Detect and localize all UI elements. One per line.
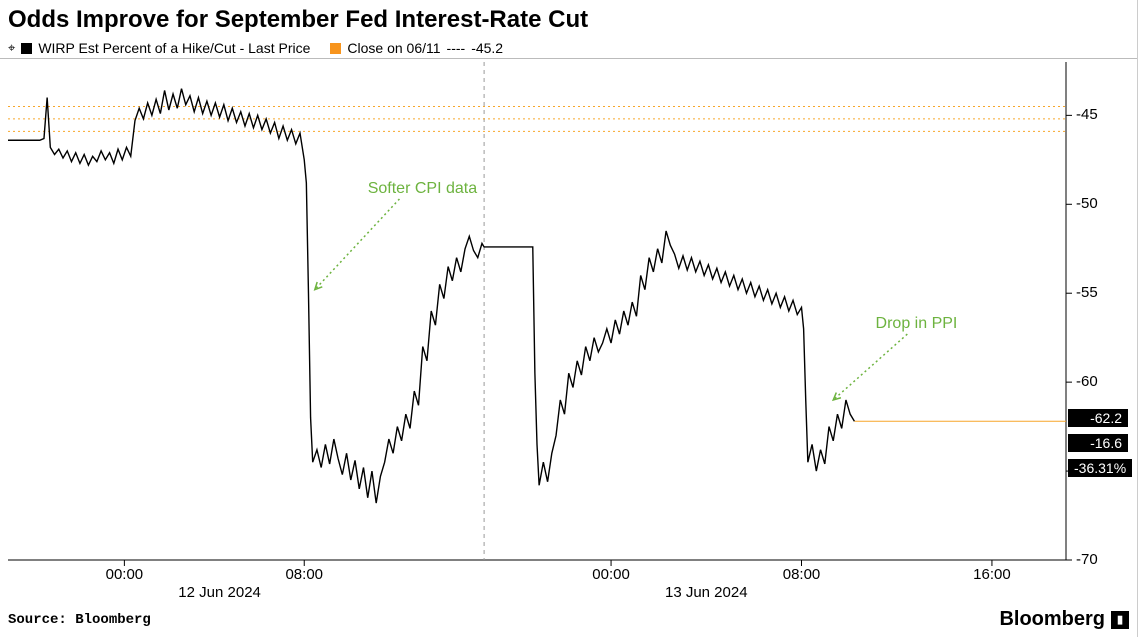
y-tick-label: -55 (1076, 284, 1098, 301)
value-flag: -16.6 (1068, 434, 1128, 452)
plot-area (8, 62, 1138, 620)
x-date-label: 13 Jun 2024 (665, 584, 748, 601)
terminal-icon: ▮ (1111, 611, 1129, 629)
x-tick-label: 16:00 (973, 566, 1011, 583)
chart-annotation: Drop in PPI (876, 315, 958, 333)
y-tick-label: -70 (1076, 551, 1098, 568)
x-tick-label: 00:00 (592, 566, 630, 583)
x-tick-label: 00:00 (106, 566, 144, 583)
x-date-label: 12 Jun 2024 (178, 584, 261, 601)
series-color-swatch (21, 43, 32, 54)
brand-label: Bloomberg ▮ (999, 608, 1129, 631)
chart-title: Odds Improve for September Fed Interest-… (0, 0, 1137, 38)
value-flag: -36.31% (1068, 459, 1132, 477)
reference-label: Close on 06/11 (347, 40, 440, 56)
chart-legend: ⌖ WIRP Est Percent of a Hike/Cut - Last … (0, 38, 1137, 59)
reference-color-swatch (330, 43, 341, 54)
reference-value: -45.2 (471, 40, 503, 56)
x-tick-label: 08:00 (783, 566, 821, 583)
chart-annotation: Softer CPI data (368, 180, 477, 198)
reference-separator: ---- (447, 40, 466, 56)
value-flag: -62.2 (1068, 409, 1128, 427)
cursor-icon: ⌖ (8, 40, 15, 56)
chart-footer: Source: Bloomberg Bloomberg ▮ (8, 608, 1129, 631)
x-tick-label: 08:00 (285, 566, 323, 583)
series-label: WIRP Est Percent of a Hike/Cut - Last Pr… (38, 40, 310, 56)
source-label: Source: Bloomberg (8, 612, 151, 628)
y-tick-label: -45 (1076, 106, 1098, 123)
bloomberg-chart: Odds Improve for September Fed Interest-… (0, 0, 1138, 637)
y-tick-label: -60 (1076, 373, 1098, 390)
y-tick-label: -50 (1076, 195, 1098, 212)
